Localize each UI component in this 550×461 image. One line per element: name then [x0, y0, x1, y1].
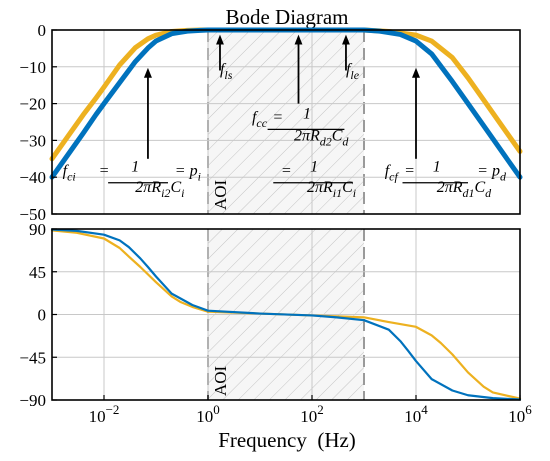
annotation-text: fcf — [385, 162, 400, 183]
series-line-blue — [50, 228, 522, 401]
x-ticks: 10−2 100 102 104 106 — [89, 395, 532, 426]
annotation-text: 2πRi2Ci — [135, 179, 184, 200]
annotation-text: = — [404, 162, 415, 179]
magnitude-axes-frame — [51, 29, 521, 215]
x-tick-label: 100 — [196, 402, 220, 426]
annotation-text: fci — [63, 162, 76, 183]
x-tick-label: 102 — [300, 402, 324, 426]
annotation-text: 1 — [310, 159, 318, 176]
y-tick-label: 90 — [29, 220, 46, 239]
annotation-text: = — [99, 162, 110, 179]
aoi-text: AOI — [211, 179, 230, 210]
x-tick-label: 10−2 — [89, 402, 120, 426]
x-axis-label: Frequency (Hz) — [218, 428, 356, 452]
aoi-text: AOI — [211, 365, 230, 396]
y-tick-label: 45 — [29, 263, 46, 282]
y-tick-label: −90 — [19, 391, 46, 410]
y-tick-label: −20 — [19, 95, 46, 114]
annotation-text: 1 — [433, 159, 441, 176]
annotation-text: fls — [220, 61, 233, 82]
y-tick-label: −45 — [19, 348, 46, 367]
phase-series — [50, 228, 522, 401]
annotation-text: = pi — [175, 162, 201, 183]
y-tick-label: 0 — [38, 306, 47, 325]
phase-axes-frame — [51, 228, 521, 401]
chart-title: Bode Diagram — [225, 5, 348, 29]
annotation-text: = — [272, 109, 283, 126]
annotation-text: 2πRd2Cd — [294, 127, 349, 148]
annotation-text: = pd — [477, 162, 507, 183]
annotation-text: fcc — [252, 109, 268, 130]
annotation-text: 2πRi1Ci — [307, 179, 356, 200]
y-tick-label: −50 — [19, 205, 46, 224]
annotation-text: 2πRd1Cd — [437, 179, 492, 200]
annotation-text: fle — [346, 61, 360, 82]
y-tick-label: −30 — [19, 131, 46, 150]
annotation-arrows — [143, 34, 420, 159]
magnitude-y-ticks: 0 −10 −20 −30 −40 −50 — [19, 21, 57, 224]
phase-plot: AOI 90 45 0 −45 −90 10−2 100 102 104 106 — [19, 220, 532, 426]
annotation-text: 1 — [131, 159, 139, 176]
annotation-text: 1 — [303, 105, 311, 122]
x-tick-label: 104 — [404, 402, 428, 426]
phase-y-ticks: 90 45 0 −45 −90 — [19, 220, 57, 410]
aoi-label: AOI — [211, 179, 230, 210]
y-tick-label: 0 — [38, 21, 47, 40]
y-tick-label: −40 — [19, 168, 46, 187]
x-tick-label: 106 — [508, 402, 532, 426]
annotation-text: = — [281, 162, 292, 179]
y-tick-label: −10 — [19, 58, 46, 77]
aoi-label: AOI — [211, 365, 230, 396]
